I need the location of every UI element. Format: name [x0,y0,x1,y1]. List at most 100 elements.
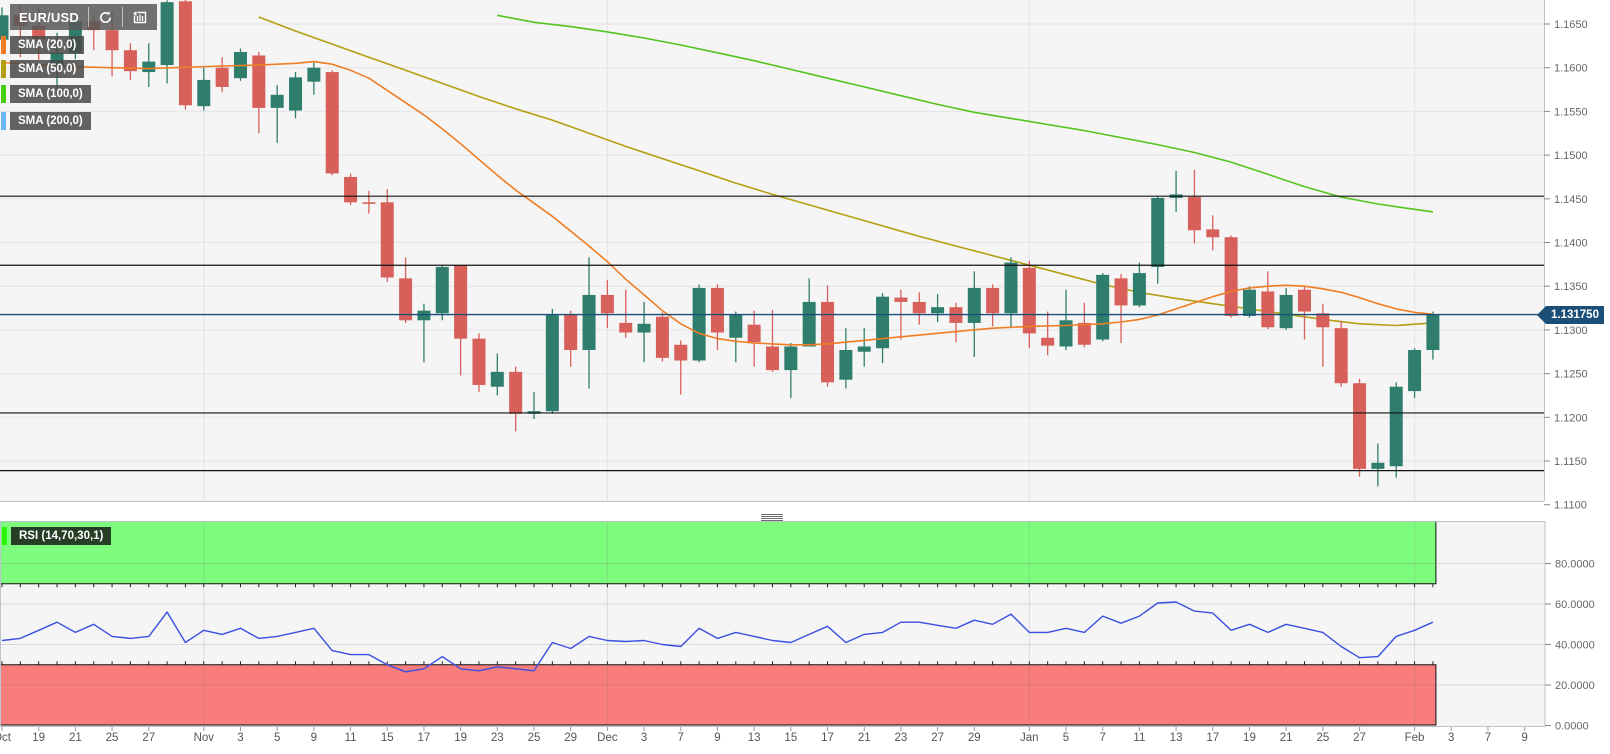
candle-down [472,338,486,385]
candle-up [931,307,945,314]
date-tick-label: 25 [1316,732,1329,744]
candle-down [674,344,688,361]
legend-item-sma20[interactable]: SMA (20,0) [1,36,85,54]
price-tick-label: 1.1100 [1554,500,1587,512]
candle-down [1261,291,1275,328]
date-tick-label: 5 [1063,732,1069,744]
candle-up [490,371,504,387]
candle-down [399,278,413,321]
sma50-color-swatch [1,60,6,78]
rsi-indicator-chip[interactable]: RSI (14,70,30,1) [2,527,112,545]
legend-label: SMA (200,0) [10,112,91,130]
date-tick-label: 9 [311,732,317,744]
date-tick-label: 29 [968,732,981,744]
price-tick-label: 1.1500 [1554,150,1588,162]
price-tick-label: 1.1450 [1554,194,1588,206]
candle-up [1059,320,1073,347]
candle-up [784,346,798,371]
toolbar-separator [121,7,123,27]
candle-down [747,324,761,343]
date-tick-label: 7 [1099,732,1105,744]
legend-label: SMA (50,0) [10,60,85,78]
symbol-label: EUR/USD [19,9,79,25]
candle-up [1242,289,1256,316]
price-tick-label: 1.1400 [1554,238,1588,250]
date-tick-label: 27 [1353,732,1366,744]
candle-up [197,79,211,107]
sma200-color-swatch [1,112,6,130]
candle-down [894,297,908,302]
candle-down [1353,383,1367,469]
candle-up [417,310,431,321]
date-tick-label: Nov [194,732,215,744]
candle-down [454,265,468,339]
current-price-value: 1.131750 [1551,308,1599,321]
candle-up [545,315,559,412]
candle-down [1114,278,1128,306]
candle-down [178,1,192,106]
date-tick-label: 7 [678,732,684,744]
date-tick-label: Feb [1405,732,1425,744]
sma20-color-swatch [1,36,6,54]
candle-down [215,67,229,87]
legend-item-sma100[interactable]: SMA (100,0) [1,85,91,103]
history-button[interactable] [123,4,157,30]
date-tick-label: 25 [528,732,541,744]
date-tick-label: 21 [69,732,82,744]
panel-resize-handle[interactable] [761,514,783,521]
candle-down [1041,337,1055,346]
candle-up [967,287,981,323]
date-tick-label: 3 [1448,732,1454,744]
candle-down [380,202,394,278]
rsi-tick-label: 40.0000 [1555,640,1595,652]
date-tick-label: 15 [784,732,797,744]
candle-down [986,287,1000,314]
legend-label: SMA (100,0) [10,85,91,103]
date-tick-label: 27 [931,732,944,744]
date-tick-label: 11 [1133,732,1145,744]
candle-down [1187,197,1201,231]
date-tick-label: 19 [1243,732,1256,744]
candle-down [564,315,578,351]
legend-item-sma200[interactable]: SMA (200,0) [1,112,91,130]
candle-up [802,301,816,347]
rsi-line [1,601,1434,673]
candle-down [821,301,835,383]
date-tick-label: 11 [345,732,357,744]
candle-up [289,77,303,111]
candle-down [1077,322,1091,345]
price-tick-label: 1.1300 [1554,325,1588,337]
candle-up [1371,462,1385,469]
candle-up [1096,274,1110,340]
candle-down [600,294,614,314]
date-tick-label: 27 [142,732,155,744]
date-tick-label: 29 [564,732,577,744]
date-tick-label: 15 [381,732,394,744]
date-tick-label: Dec [597,732,618,744]
candle-up [1426,314,1440,351]
toolbar-separator [87,7,89,27]
candle-down [1334,328,1348,384]
rsi-panel-border [0,521,1546,727]
price-chart-plot-area[interactable] [0,0,1544,501]
sma100-color-swatch [1,85,6,103]
date-tick-label: 17 [1206,732,1219,744]
legend-item-sma50[interactable]: SMA (50,0) [1,60,85,78]
price-tick-label: 1.1600 [1554,63,1588,75]
candle-down [344,176,358,203]
date-tick-label: 19 [32,732,45,744]
candle-down [1224,237,1238,316]
rsi-label: RSI (14,70,30,1) [11,527,112,545]
candle-down [1316,313,1330,328]
date-tick-label: Oct [0,732,12,744]
candle-down [325,72,339,174]
candle-down [252,55,266,108]
date-tick-label: 17 [418,732,431,744]
candle-up [857,346,871,352]
candle-down [765,346,779,371]
refresh-button[interactable] [89,4,122,30]
sma100-line [497,14,1434,213]
candle-up [582,294,596,351]
